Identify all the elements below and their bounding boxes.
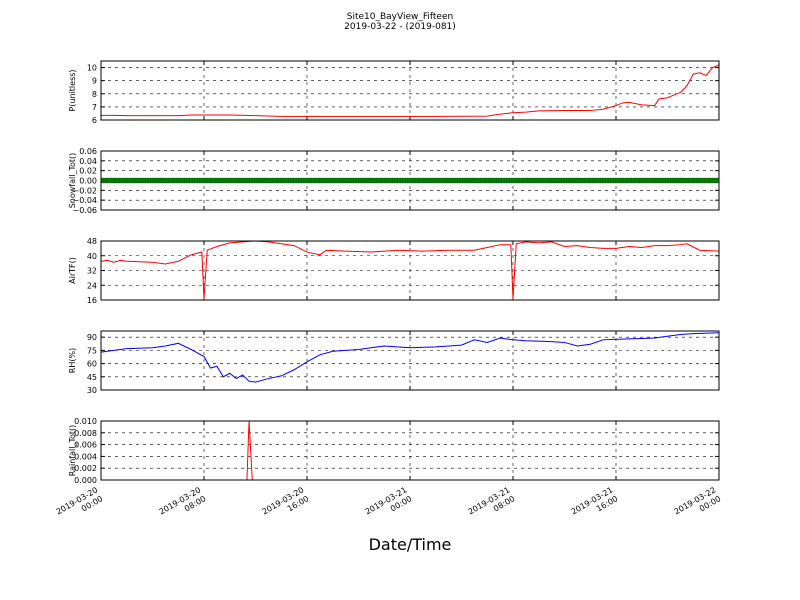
axes-frame — [100, 420, 720, 481]
panel-2: −0.06−0.04−0.020.000.020.040.06Snowfall_… — [68, 147, 720, 215]
y-axis-label: Rainfall_Tot() — [68, 425, 77, 477]
series-line — [101, 241, 719, 300]
y-axis-label: RH(%) — [68, 348, 77, 373]
y-tick-label: 40 — [87, 252, 97, 261]
y-tick-label: 90 — [87, 333, 97, 342]
y-tick-label: 0.002 — [74, 464, 97, 473]
y-tick-label: 32 — [87, 267, 97, 276]
y-tick-label: 45 — [87, 373, 97, 382]
axes-frame — [100, 240, 720, 301]
x-axis-label: Date/Time — [369, 535, 452, 554]
axes-frame — [100, 330, 720, 391]
series-line — [101, 332, 719, 383]
chart-title-line2: 2019-03-22 - (2019-081) — [344, 22, 456, 32]
chart-panels: 6 7 8 9 10 P(unitless) −0.06−0.04−0.020.000.02… — [68, 60, 720, 485]
y-tick-label: 0.008 — [74, 429, 97, 438]
y-tick-label: 30 — [87, 386, 97, 395]
panel-5: 0.000 0.002 0.004 0.006 0.008 0.010Rainfall_T… — [68, 417, 720, 485]
y-tick-label: 0.000 — [74, 476, 97, 485]
y-tick-label: 0.010 — [74, 417, 97, 426]
panel-4: 30 45 60 75 90 RH(%) — [68, 330, 720, 395]
y-tick-label: 0.004 — [74, 452, 97, 461]
y-tick-label: 75 — [87, 346, 97, 355]
panel-3: 16 24 32 40 48 AirTF() — [68, 237, 720, 305]
series-line — [101, 64, 719, 117]
y-tick-label: 16 — [87, 296, 97, 305]
y-tick-label: 6 — [92, 116, 97, 125]
y-tick-label: 24 — [87, 281, 97, 290]
y-tick-label: 0.06 — [79, 147, 97, 156]
y-tick-label: 60 — [87, 360, 97, 369]
series-markers — [101, 177, 719, 184]
y-tick-label: 48 — [87, 237, 97, 246]
data-point — [714, 177, 719, 184]
y-tick-label: −0.06 — [72, 206, 97, 215]
y-tick-label: 0.00 — [79, 177, 97, 186]
panel-1: 6 7 8 9 10 P(unitless) — [68, 60, 720, 125]
y-tick-label: 7 — [92, 103, 97, 112]
chart-title-line1: Site10_BayView_Fifteen — [347, 12, 453, 22]
y-tick-label: 9 — [92, 77, 97, 86]
y-tick-label: 0.02 — [79, 167, 97, 176]
y-tick-label: −0.04 — [72, 196, 97, 205]
y-tick-label: −0.02 — [72, 186, 97, 195]
y-tick-label: 8 — [92, 90, 97, 99]
axes-frame — [100, 150, 720, 211]
y-tick-label: 10 — [87, 64, 97, 73]
y-tick-label: 0.04 — [79, 157, 97, 166]
y-axis-label: Snowfall_Tot() — [68, 153, 77, 209]
y-axis-label: AirTF() — [68, 257, 77, 284]
y-tick-label: 0.006 — [74, 441, 97, 450]
axes-frame — [100, 60, 720, 121]
y-axis-label: P(unitless) — [68, 69, 77, 111]
